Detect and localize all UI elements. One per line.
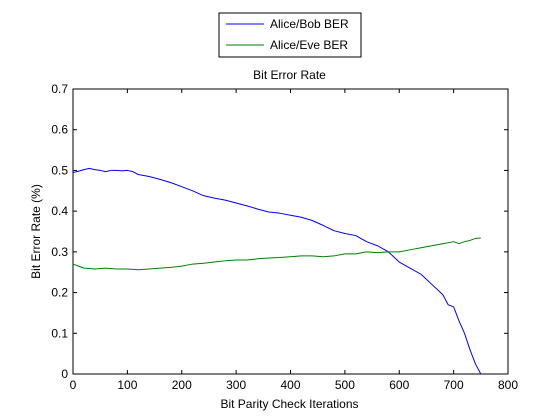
x-tick-label: 500 (335, 378, 355, 392)
legend-box (218, 12, 362, 58)
y-tick-label: 0.7 (51, 82, 68, 96)
y-axis-label: Bit Error Rate (%) (29, 184, 43, 279)
x-tick-label: 300 (226, 378, 246, 392)
y-tick-label: 0.3 (51, 245, 68, 259)
series-line-alice-eve (72, 237, 481, 271)
series-group (72, 167, 482, 375)
y-axis: 0 0.1 0.2 0.3 0.4 0.5 0.6 0.7 (51, 82, 508, 381)
x-tick-label: 600 (389, 378, 409, 392)
legend: Alice/Bob BER Alice/Eve BER (218, 12, 362, 58)
legend-label-alice-bob: Alice/Bob BER (270, 17, 349, 31)
series-line-alice-bob (72, 167, 482, 375)
x-tick-label: 0 (70, 378, 77, 392)
x-tick-label: 400 (280, 378, 300, 392)
x-axis-label: Bit Parity Check Iterations (220, 397, 358, 411)
x-tick-label: 200 (172, 378, 192, 392)
x-tick-label: 100 (117, 378, 137, 392)
y-tick-label: 0.1 (51, 326, 68, 340)
y-tick-label: 0 (61, 367, 68, 381)
chart-title: Bit Error Rate (253, 68, 326, 82)
y-tick-label: 0.4 (51, 204, 68, 218)
legend-label-alice-eve: Alice/Eve BER (270, 38, 348, 52)
y-tick-label: 0.5 (51, 163, 68, 177)
y-tick-label: 0.2 (51, 286, 68, 300)
y-tick-label: 0.6 (51, 123, 68, 137)
x-axis: 0 100 200 300 400 500 600 700 800 (70, 89, 518, 392)
plot-area (72, 88, 509, 375)
x-tick-label: 700 (444, 378, 464, 392)
x-tick-label: 800 (498, 378, 518, 392)
